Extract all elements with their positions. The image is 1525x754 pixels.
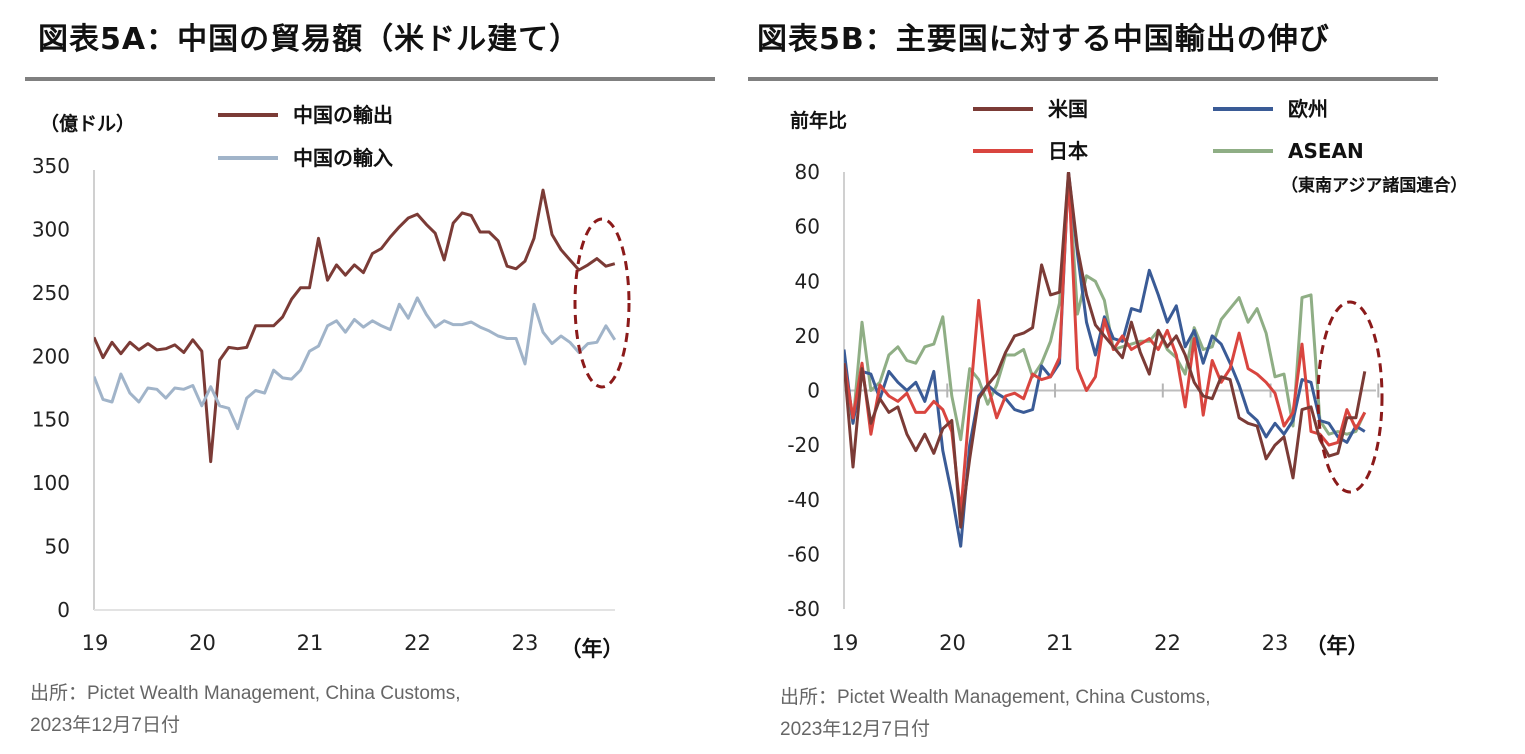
source-line: 出所：Pictet Wealth Management, China Custo… — [780, 687, 1211, 708]
legend-label: 欧州 — [1288, 97, 1328, 121]
x-tick-label: 23 — [1262, 631, 1289, 655]
x-tick-label: 23 — [512, 631, 539, 655]
highlight-ellipse — [573, 217, 631, 389]
series-line-2 — [844, 172, 1366, 548]
y-axis-title: 前年比 — [790, 109, 847, 132]
source-note: 出所：Pictet Wealth Management, China Custo… — [780, 682, 1211, 746]
y-axis-title: （億ドル） — [40, 112, 135, 135]
y-tick-label: 250 — [32, 281, 70, 305]
highlight-ellipse — [1316, 300, 1384, 494]
y-tick-label: -80 — [787, 597, 820, 621]
x-axis-title: （年） — [561, 637, 624, 661]
legend-label-note: （東南アジア諸国連合） — [1281, 175, 1467, 196]
series-line-3 — [844, 172, 1367, 515]
x-tick-label: 21 — [1047, 631, 1074, 655]
y-tick-label: 150 — [32, 408, 70, 432]
x-tick-label: 20 — [939, 631, 966, 655]
legend-label: ASEAN — [1288, 139, 1364, 163]
y-tick-label: 40 — [795, 269, 820, 293]
source-line: 出所：Pictet Wealth Management, China Custo… — [30, 683, 461, 704]
x-tick-label: 21 — [297, 631, 324, 655]
series-line-2 — [94, 296, 617, 431]
y-tick-label: 80 — [795, 160, 820, 184]
chart-title: 図表5B：主要国に対する中国輸出の伸び — [757, 22, 1330, 57]
legend-label: 米国 — [1048, 97, 1088, 121]
legend-label: 中国の輸出 — [293, 103, 393, 127]
y-tick-label: 100 — [32, 471, 70, 495]
y-tick-label: 60 — [795, 215, 820, 239]
y-tick-label: -20 — [787, 433, 820, 457]
y-tick-label: 0 — [57, 598, 70, 622]
y-tick-label: -60 — [787, 542, 820, 566]
series-line-1 — [844, 172, 1367, 529]
x-axis-title: （年） — [1306, 634, 1369, 658]
y-tick-label: 50 — [45, 535, 70, 559]
x-tick-label: 22 — [1154, 631, 1181, 655]
chart-title: 図表5A：中国の貿易額（米ドル建て） — [38, 22, 581, 57]
legend-label: 日本 — [1048, 139, 1088, 163]
chart-panel-export-growth: 図表5B：主要国に対する中国輸出の伸び -80 -60 -40 -20 0 20 40 60 8… — [745, 0, 1525, 754]
title-divider — [25, 77, 715, 81]
source-date: 2023年12月7日付 — [780, 719, 930, 740]
source-note: 出所：Pictet Wealth Management, China Custo… — [30, 678, 461, 742]
export-growth-chart: -80 -60 -40 -20 0 20 40 60 80 19 20 21 22 23 （年） 前年比 米国 欧… — [787, 97, 1467, 658]
trade-value-chart: 0 50 100 150 200 250 300 350 19 20 21 22 23 （年） （億ドル） 中… — [32, 103, 631, 661]
chart-panel-trade-value: 図表5A：中国の貿易額（米ドル建て） 0 50 100 150 200 250 300 350… — [0, 0, 730, 754]
title-divider — [748, 77, 1438, 81]
series-line-1 — [94, 188, 616, 464]
y-tick-label: 200 — [32, 344, 70, 368]
y-tick-label: 0 — [807, 379, 820, 403]
y-tick-label: 350 — [32, 154, 70, 178]
x-tick-label: 19 — [832, 631, 859, 655]
series-line-4 — [844, 172, 1367, 442]
y-tick-label: -40 — [787, 488, 820, 512]
legend-label: 中国の輸入 — [293, 146, 393, 170]
x-tick-label: 19 — [82, 631, 109, 655]
x-tick-label: 22 — [404, 631, 431, 655]
source-date: 2023年12月7日付 — [30, 715, 180, 736]
x-tick-label: 20 — [189, 631, 216, 655]
y-tick-label: 300 — [32, 217, 70, 241]
y-tick-label: 20 — [795, 324, 820, 348]
